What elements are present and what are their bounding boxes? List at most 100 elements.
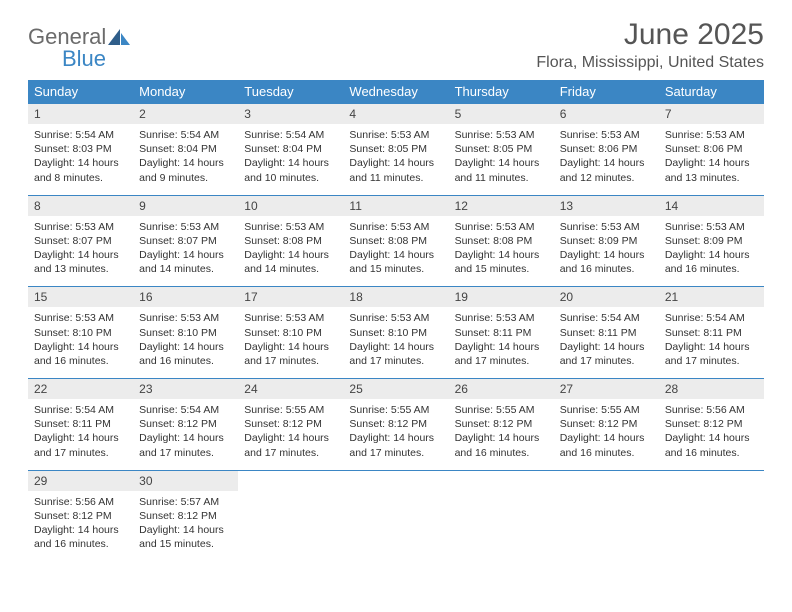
- location: Flora, Mississippi, United States: [536, 54, 764, 72]
- sunset-text: Sunset: 8:12 PM: [139, 417, 232, 431]
- day2-text: and 17 minutes.: [560, 354, 653, 368]
- day-detail: [238, 491, 343, 562]
- day2-text: and 17 minutes.: [139, 446, 232, 460]
- day2-text: and 13 minutes.: [665, 171, 758, 185]
- sunrise-text: Sunrise: 5:53 AM: [349, 311, 442, 325]
- sunset-text: Sunset: 8:11 PM: [455, 326, 548, 340]
- dow-sunday: Sunday: [28, 80, 133, 104]
- day2-text: and 17 minutes.: [665, 354, 758, 368]
- day-detail: Sunrise: 5:53 AMSunset: 8:06 PMDaylight:…: [554, 124, 659, 195]
- day2-text: and 16 minutes.: [34, 537, 127, 551]
- day2-text: and 11 minutes.: [455, 171, 548, 185]
- dow-tuesday: Tuesday: [238, 80, 343, 104]
- day-number: 23: [133, 379, 238, 400]
- logo-sail-icon: [106, 27, 132, 47]
- day2-text: and 16 minutes.: [560, 446, 653, 460]
- calendar-table: Sunday Monday Tuesday Wednesday Thursday…: [28, 80, 764, 561]
- day-number: [554, 470, 659, 491]
- day-detail: Sunrise: 5:55 AMSunset: 8:12 PMDaylight:…: [449, 399, 554, 470]
- day2-text: and 15 minutes.: [139, 537, 232, 551]
- sunrise-text: Sunrise: 5:56 AM: [34, 495, 127, 509]
- sunset-text: Sunset: 8:10 PM: [139, 326, 232, 340]
- dow-friday: Friday: [554, 80, 659, 104]
- day1-text: Daylight: 14 hours: [244, 248, 337, 262]
- day-detail: Sunrise: 5:53 AMSunset: 8:08 PMDaylight:…: [238, 216, 343, 287]
- day2-text: and 14 minutes.: [139, 262, 232, 276]
- day-detail: Sunrise: 5:55 AMSunset: 8:12 PMDaylight:…: [343, 399, 448, 470]
- day1-text: Daylight: 14 hours: [244, 431, 337, 445]
- day1-text: Daylight: 14 hours: [665, 340, 758, 354]
- day2-text: and 16 minutes.: [34, 354, 127, 368]
- sunset-text: Sunset: 8:05 PM: [455, 142, 548, 156]
- day1-text: Daylight: 14 hours: [34, 431, 127, 445]
- day1-text: Daylight: 14 hours: [244, 156, 337, 170]
- sunset-text: Sunset: 8:12 PM: [665, 417, 758, 431]
- day-detail: Sunrise: 5:53 AMSunset: 8:10 PMDaylight:…: [133, 307, 238, 378]
- detail-row: Sunrise: 5:54 AMSunset: 8:03 PMDaylight:…: [28, 124, 764, 195]
- day-number: 11: [343, 195, 448, 216]
- day-number: 10: [238, 195, 343, 216]
- day-number: 28: [659, 379, 764, 400]
- sunrise-text: Sunrise: 5:54 AM: [560, 311, 653, 325]
- sunset-text: Sunset: 8:03 PM: [34, 142, 127, 156]
- sunset-text: Sunset: 8:11 PM: [34, 417, 127, 431]
- sunrise-text: Sunrise: 5:54 AM: [34, 403, 127, 417]
- day-detail: Sunrise: 5:54 AMSunset: 8:11 PMDaylight:…: [554, 307, 659, 378]
- day2-text: and 17 minutes.: [34, 446, 127, 460]
- day2-text: and 11 minutes.: [349, 171, 442, 185]
- daynum-row: 2930: [28, 470, 764, 491]
- day1-text: Daylight: 14 hours: [455, 431, 548, 445]
- detail-row: Sunrise: 5:54 AMSunset: 8:11 PMDaylight:…: [28, 399, 764, 470]
- detail-row: Sunrise: 5:53 AMSunset: 8:07 PMDaylight:…: [28, 216, 764, 287]
- sunrise-text: Sunrise: 5:53 AM: [560, 220, 653, 234]
- dow-monday: Monday: [133, 80, 238, 104]
- sunrise-text: Sunrise: 5:53 AM: [34, 311, 127, 325]
- sunrise-text: Sunrise: 5:54 AM: [244, 128, 337, 142]
- day-detail: [343, 491, 448, 562]
- month-title: June 2025: [536, 18, 764, 52]
- day1-text: Daylight: 14 hours: [665, 431, 758, 445]
- day-detail: Sunrise: 5:54 AMSunset: 8:11 PMDaylight:…: [659, 307, 764, 378]
- day-number: 5: [449, 104, 554, 125]
- day2-text: and 15 minutes.: [455, 262, 548, 276]
- sunrise-text: Sunrise: 5:55 AM: [560, 403, 653, 417]
- detail-row: Sunrise: 5:53 AM Sunset: 8:10 PM Daylight:…: [28, 307, 764, 378]
- day-number: 6: [554, 104, 659, 125]
- sunrise-text: Sunrise: 5:54 AM: [139, 128, 232, 142]
- sunset-text: Sunset: 8:12 PM: [455, 417, 548, 431]
- day-number: [659, 470, 764, 491]
- day-number: 27: [554, 379, 659, 400]
- sunset-text: Sunset: 8:06 PM: [560, 142, 653, 156]
- sunrise-text: Sunrise: 5:55 AM: [244, 403, 337, 417]
- sunrise-text: Sunrise: 5:53 AM: [244, 311, 337, 325]
- calendar-page: { "logo": { "part1": "General", "part2":…: [0, 0, 792, 579]
- day-detail: Sunrise: 5:57 AMSunset: 8:12 PMDaylight:…: [133, 491, 238, 562]
- day-number: 20: [554, 287, 659, 308]
- day-detail: Sunrise: 5:53 AMSunset: 8:06 PMDaylight:…: [659, 124, 764, 195]
- day2-text: and 16 minutes.: [665, 446, 758, 460]
- day-number: 8: [28, 195, 133, 216]
- day-detail: Sunrise: 5:55 AMSunset: 8:12 PMDaylight:…: [554, 399, 659, 470]
- day-detail: Sunrise: 5:53 AMSunset: 8:09 PMDaylight:…: [554, 216, 659, 287]
- day1-text: Daylight: 14 hours: [139, 156, 232, 170]
- day1-text: Daylight: 14 hours: [34, 340, 127, 354]
- day-detail: Sunrise: 5:54 AMSunset: 8:04 PMDaylight:…: [133, 124, 238, 195]
- day-detail: Sunrise: 5:53 AMSunset: 8:07 PMDaylight:…: [133, 216, 238, 287]
- day1-text: Daylight: 14 hours: [349, 156, 442, 170]
- sunrise-text: Sunrise: 5:53 AM: [349, 128, 442, 142]
- sunset-text: Sunset: 8:12 PM: [34, 509, 127, 523]
- sunset-text: Sunset: 8:12 PM: [139, 509, 232, 523]
- day-detail: Sunrise: 5:55 AMSunset: 8:12 PMDaylight:…: [238, 399, 343, 470]
- day2-text: and 12 minutes.: [560, 171, 653, 185]
- sunrise-text: Sunrise: 5:57 AM: [139, 495, 232, 509]
- day-detail: Sunrise: 5:53 AMSunset: 8:05 PMDaylight:…: [449, 124, 554, 195]
- sunrise-text: Sunrise: 5:54 AM: [34, 128, 127, 142]
- day-detail: Sunrise: 5:53 AMSunset: 8:10 PMDaylight:…: [238, 307, 343, 378]
- day2-text: and 17 minutes.: [455, 354, 548, 368]
- sunrise-text: Sunrise: 5:56 AM: [665, 403, 758, 417]
- sunset-text: Sunset: 8:11 PM: [665, 326, 758, 340]
- day-detail: [449, 491, 554, 562]
- day-number: 9: [133, 195, 238, 216]
- sunrise-text: Sunrise: 5:53 AM: [139, 220, 232, 234]
- sunset-text: Sunset: 8:08 PM: [244, 234, 337, 248]
